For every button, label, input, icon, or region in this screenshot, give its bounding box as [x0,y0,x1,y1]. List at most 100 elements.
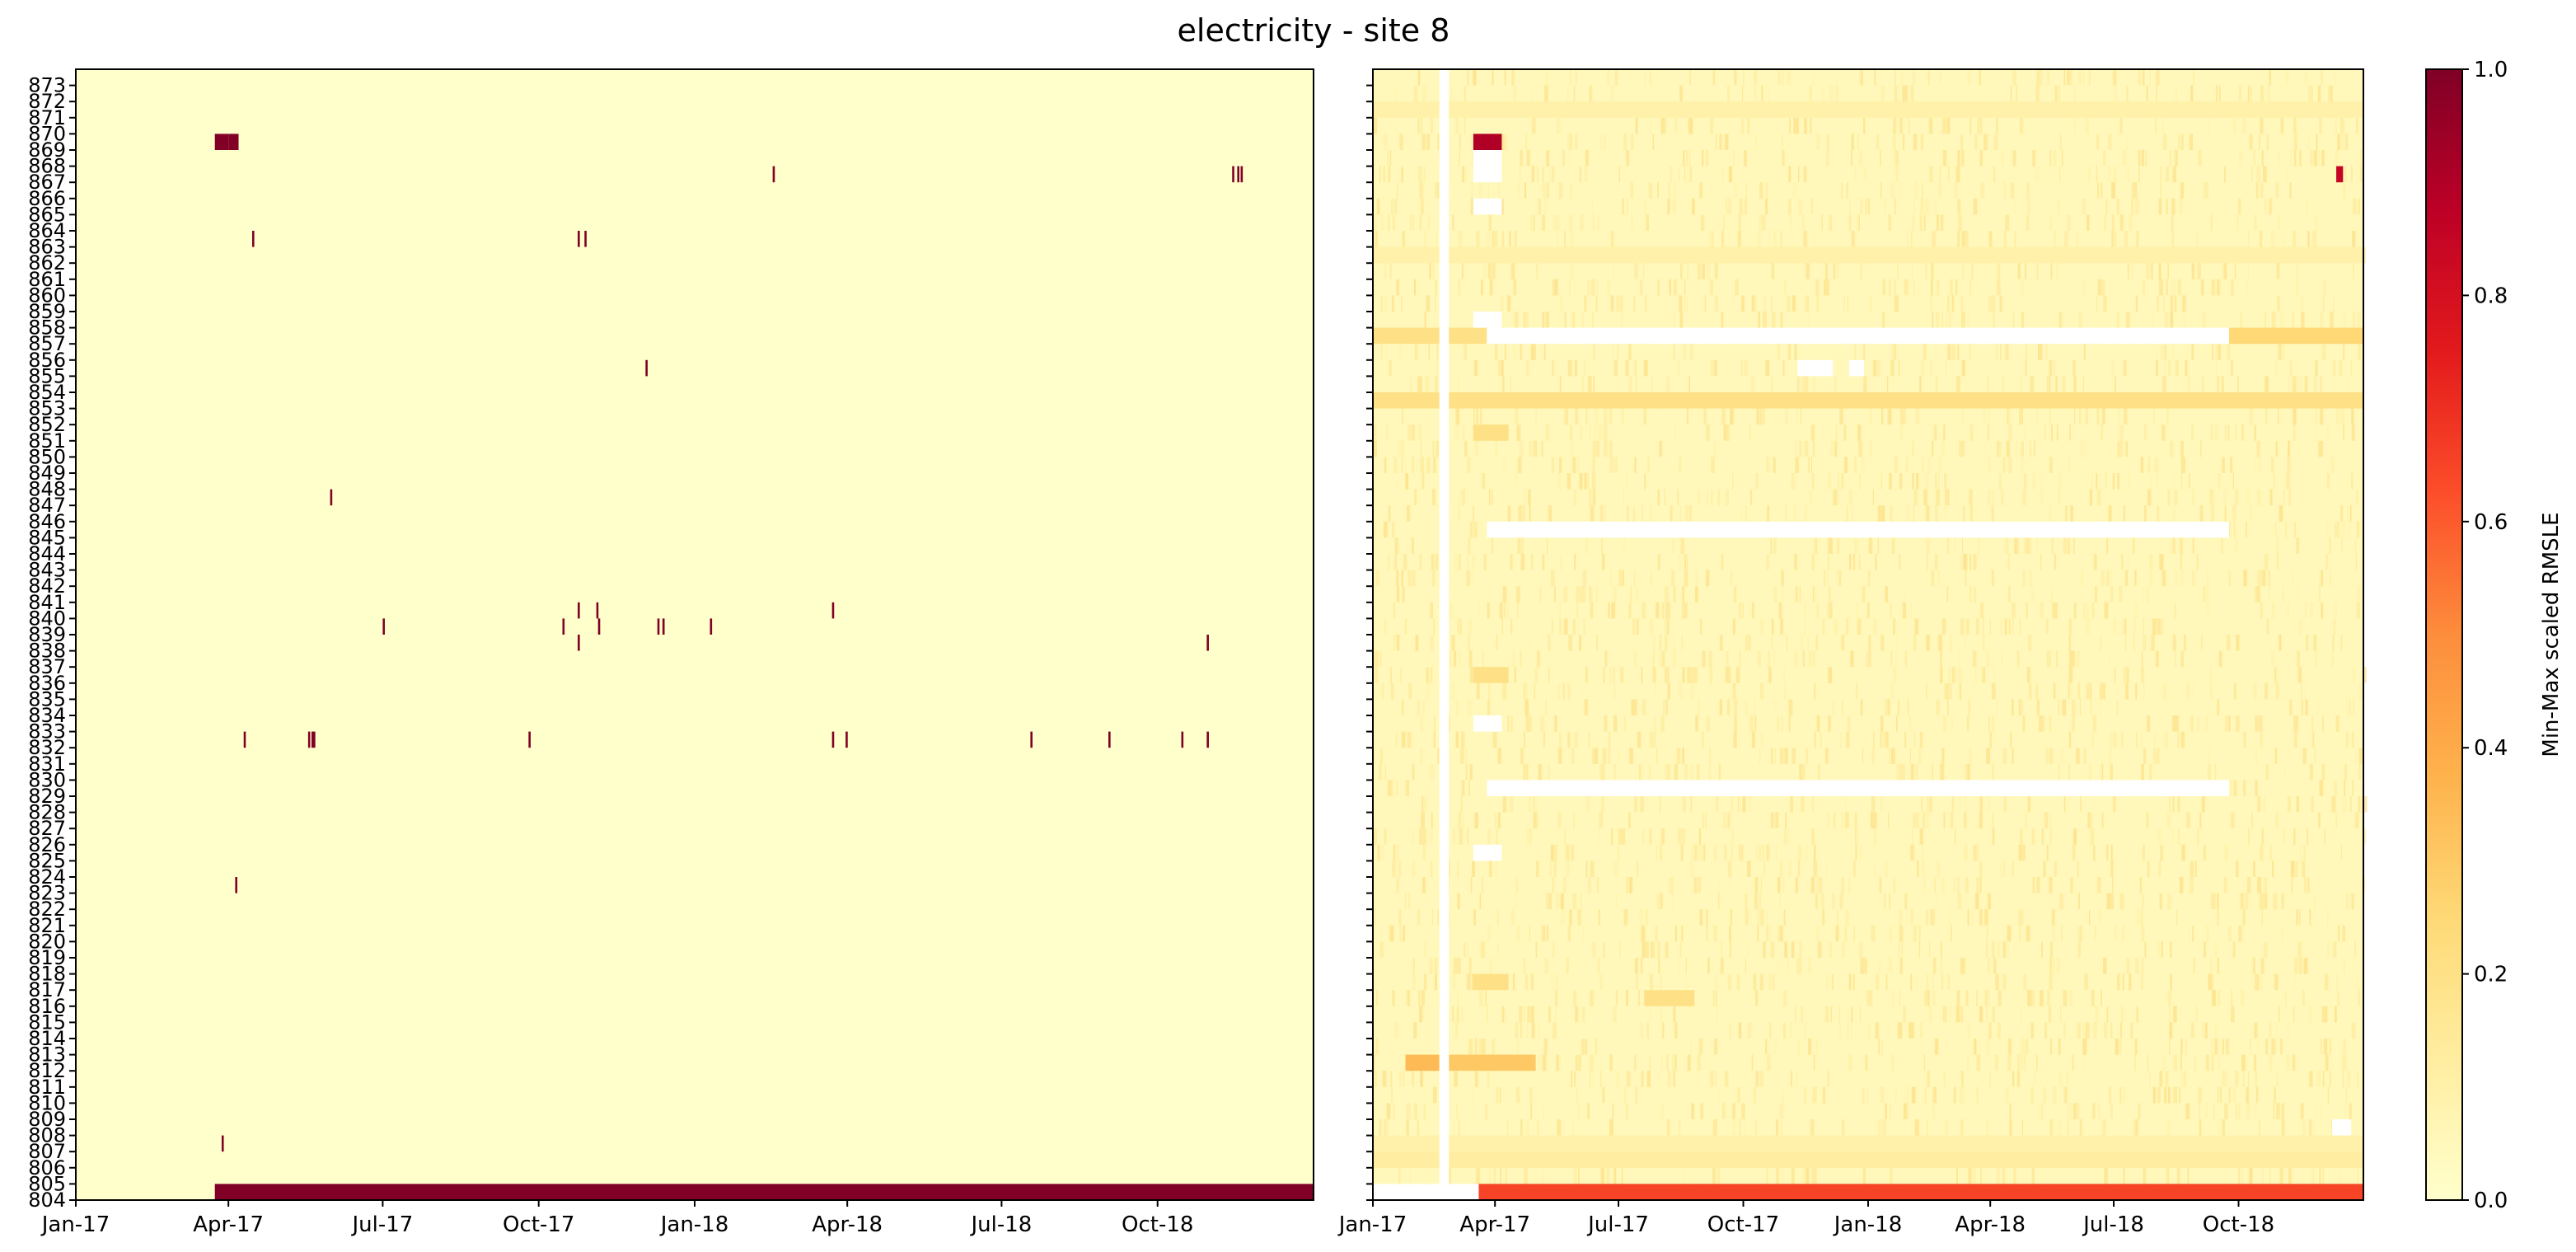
heatmap-cell [1931,570,1935,587]
heatmap-cell [2147,812,2149,829]
heatmap-cell [2355,554,2358,570]
colorbar-tick-label: 0.4 [2474,736,2508,761]
heatmap-cell [2002,150,2004,166]
heatmap-cell [2242,424,2245,441]
heatmap-cell [1592,312,1594,328]
heatmap-cell [1773,650,1775,668]
heatmap-cell [1623,134,1627,150]
heatmap-cell [1470,877,1473,893]
heatmap-cell [2025,359,2027,377]
heatmap-cell [2233,521,2236,538]
heatmap-cell [1404,457,1407,473]
heatmap-cell [1731,796,1734,813]
missing-cell [1439,166,1450,183]
heatmap-cell [2327,909,2329,926]
heatmap-cell [1770,748,1773,764]
heatmap-cell [1475,440,1478,457]
heatmap-cell [251,231,255,247]
heatmap-cell [1545,312,1549,328]
heatmap-cell [1757,925,1759,942]
heatmap-cell [1609,457,1614,473]
heatmap-cell [2198,1086,2202,1104]
heatmap-cell [1791,295,1796,312]
heatmap-cell [1394,537,1398,554]
heatmap-cell [2047,69,2050,86]
heatmap-cell [2250,1039,2251,1055]
heatmap-cell [1913,812,1915,829]
heatmap-cell [2106,570,2110,587]
heatmap-cell [1783,828,1788,845]
heatmap-cell [2040,473,2043,490]
heatmap-cell [1834,618,1838,635]
heatmap-cell [2333,359,2336,377]
heatmap-cell [1591,214,1595,231]
heatmap-cell [1745,635,1749,651]
heatmap-cell [2047,990,2050,1006]
heatmap-cell [1898,699,1899,715]
missing-cell [1439,731,1450,748]
heatmap-cell [2282,344,2286,360]
heatmap-cell [2123,667,2127,683]
heatmap-cell [1468,537,1471,554]
heatmap-cell [1906,505,1909,522]
heatmap-cell [1750,489,1752,506]
heatmap-cell [1741,117,1745,134]
heatmap-cell [1838,1022,1842,1039]
heatmap-cell [1526,150,1530,166]
missing-cell [1439,134,1450,150]
heatmap-cell [1413,958,1415,974]
heatmap-cell [1660,1006,1663,1023]
heatmap-cell [1771,312,1776,328]
x-tick-label: Oct-18 [1122,1212,1193,1237]
heatmap-cell [1684,570,1688,587]
heatmap-cell [2058,1071,2063,1087]
heatmap-cell [1623,537,1626,554]
heatmap-cell [1639,763,1642,781]
heatmap-cell [2099,682,2104,700]
heatmap-cell [1950,812,1954,829]
heatmap-cell [1553,844,1558,861]
heatmap-cell [1403,554,1407,570]
heatmap-cell [1382,1071,1387,1087]
heatmap-cell [1951,715,1954,732]
heatmap-cell [1399,134,1403,150]
heatmap-cell [597,618,601,635]
heatmap-cell [1578,635,1582,651]
heatmap-cell [2048,1006,2051,1023]
heatmap-cell [2160,554,2164,570]
heatmap-cell [2234,1071,2239,1087]
heatmap-cell [1373,246,2363,264]
heatmap-cell [1456,1006,1460,1023]
heatmap-cell [2177,796,2180,813]
heatmap-cell [1379,1119,1380,1136]
heatmap-cell [1911,1086,1916,1104]
heatmap-cell [1386,424,1389,441]
heatmap-cell [2090,828,2092,845]
heatmap-cell [1755,844,1759,861]
heatmap-cell [1973,844,1977,861]
heatmap-cell [1399,1071,1402,1087]
heatmap-cell [2201,279,2204,296]
heatmap-cell [1964,635,1967,651]
heatmap-cell [1430,763,1431,781]
heatmap-cell [1656,602,1660,619]
heatmap-cell [2265,554,2269,570]
heatmap-cell [1623,909,1628,926]
heatmap-cell [1559,457,1562,473]
heatmap-cell [1722,166,1724,183]
heatmap-cell [2350,359,2353,377]
heatmap-cell [1852,554,1856,570]
heatmap-cell [1650,1006,1651,1023]
heatmap-cell [1486,231,1491,247]
heatmap-cell [2316,1071,2321,1087]
heatmap-cell [2079,440,2083,457]
heatmap-cell [2225,715,2229,732]
heatmap-cell [1614,682,1616,700]
heatmap-cell [1687,667,1690,683]
heatmap-cell [1684,295,1688,312]
heatmap-cell [1656,941,1660,958]
heatmap-cell [1737,796,1740,813]
heatmap-cell [1501,231,1505,247]
heatmap-cell [2167,489,2171,506]
heatmap-cell [1739,198,1743,215]
